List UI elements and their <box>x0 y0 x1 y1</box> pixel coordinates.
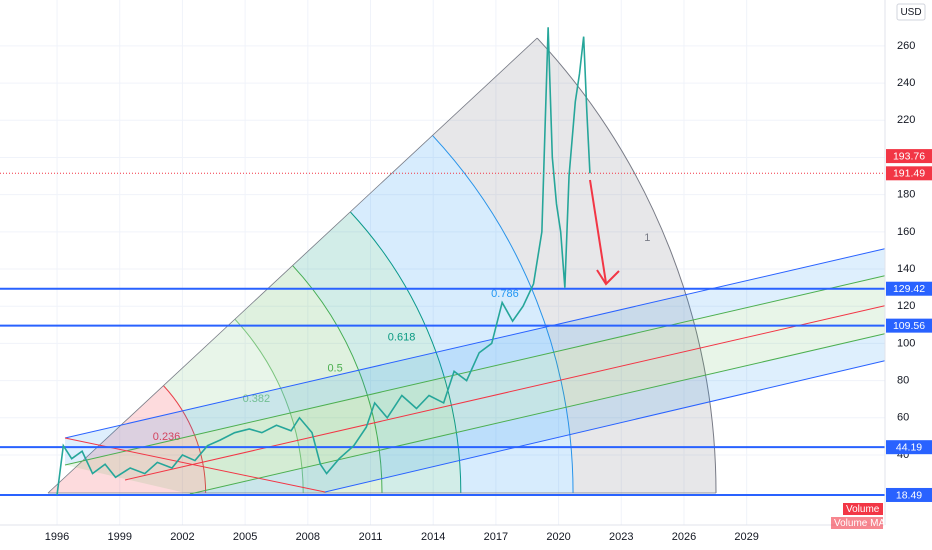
fib-arc <box>536 37 717 494</box>
price-label-box <box>886 487 932 502</box>
x-tick-label: 2026 <box>672 531 696 543</box>
x-tick-label: 2020 <box>546 531 570 543</box>
pitchfork <box>64 247 889 495</box>
price-label: 109.56 <box>893 320 925 332</box>
x-tick-label: 2008 <box>296 531 320 543</box>
x-tick-label: 2017 <box>484 531 508 543</box>
y-tick-label: 240 <box>897 77 915 89</box>
x-tick-label: 2014 <box>421 531 445 543</box>
grid <box>0 0 885 525</box>
series <box>56 27 591 496</box>
x-tick-label: 2005 <box>233 531 257 543</box>
y-tick-label: 180 <box>897 189 915 201</box>
fib-ray <box>47 37 538 494</box>
y-tick-label: 260 <box>897 40 915 52</box>
y-tick-label: 160 <box>897 226 915 238</box>
fib-arc <box>349 211 462 494</box>
x-tick-label: 2029 <box>734 531 758 543</box>
price-lines <box>0 172 885 496</box>
channel-line <box>324 359 889 493</box>
channel-line <box>64 247 889 439</box>
legend-box <box>843 503 883 515</box>
channel-line <box>64 274 889 466</box>
price-label-box <box>886 318 932 333</box>
fib-label: 0.382 <box>243 393 271 405</box>
fib-sector <box>292 211 461 493</box>
x-tick-label: 1999 <box>107 531 131 543</box>
fib-sector <box>163 319 304 493</box>
fib-arc <box>432 135 574 494</box>
x-tick-label: 2011 <box>359 531 383 543</box>
price-label-box <box>886 166 932 181</box>
currency-box <box>896 3 926 21</box>
price-label-box <box>886 281 932 296</box>
price-label-box <box>886 149 932 164</box>
channel-fill <box>65 275 888 494</box>
y-tick-label: 100 <box>897 337 915 349</box>
currency: USD <box>900 7 921 18</box>
price-label: 193.76 <box>893 150 925 162</box>
fib-label: 0.618 <box>388 332 416 344</box>
y-tick-label: 120 <box>897 300 915 312</box>
fib-sector <box>432 38 716 493</box>
axes: 4060801001201401601802002202402601996199… <box>45 40 932 543</box>
legend-label: Volume MA <box>834 518 885 529</box>
legend-label: Volume <box>846 504 880 515</box>
fib-arc <box>234 318 304 494</box>
median-line <box>124 304 889 481</box>
fib-label: 0.5 <box>327 362 342 374</box>
channel-line <box>189 332 889 495</box>
price-label: 18.49 <box>896 489 922 501</box>
price-line <box>56 27 591 496</box>
arrow <box>589 179 620 286</box>
price-label: 44.19 <box>896 441 922 453</box>
price-axis <box>885 0 932 550</box>
legend: Volume Volume MA <box>831 503 885 529</box>
x-tick-label: 2023 <box>609 531 633 543</box>
y-tick-label: 60 <box>897 412 909 424</box>
price-label-box <box>886 440 932 455</box>
fib-label: 0.786 <box>491 288 519 300</box>
legend-box <box>831 517 883 529</box>
x-tick-label: 1996 <box>45 531 69 543</box>
price-label: 129.42 <box>893 283 925 295</box>
y-tick-label: 140 <box>897 263 915 275</box>
channel-fill <box>65 248 888 465</box>
price-label: 191.49 <box>893 168 925 180</box>
fib-arc <box>292 265 383 494</box>
fib-label: 1 <box>644 232 650 244</box>
y-tick-label: 220 <box>897 114 915 126</box>
x-tick-label: 2002 <box>170 531 194 543</box>
fib-sector <box>350 135 574 493</box>
fib-sector <box>234 265 382 493</box>
y-tick-label: 80 <box>897 375 909 387</box>
